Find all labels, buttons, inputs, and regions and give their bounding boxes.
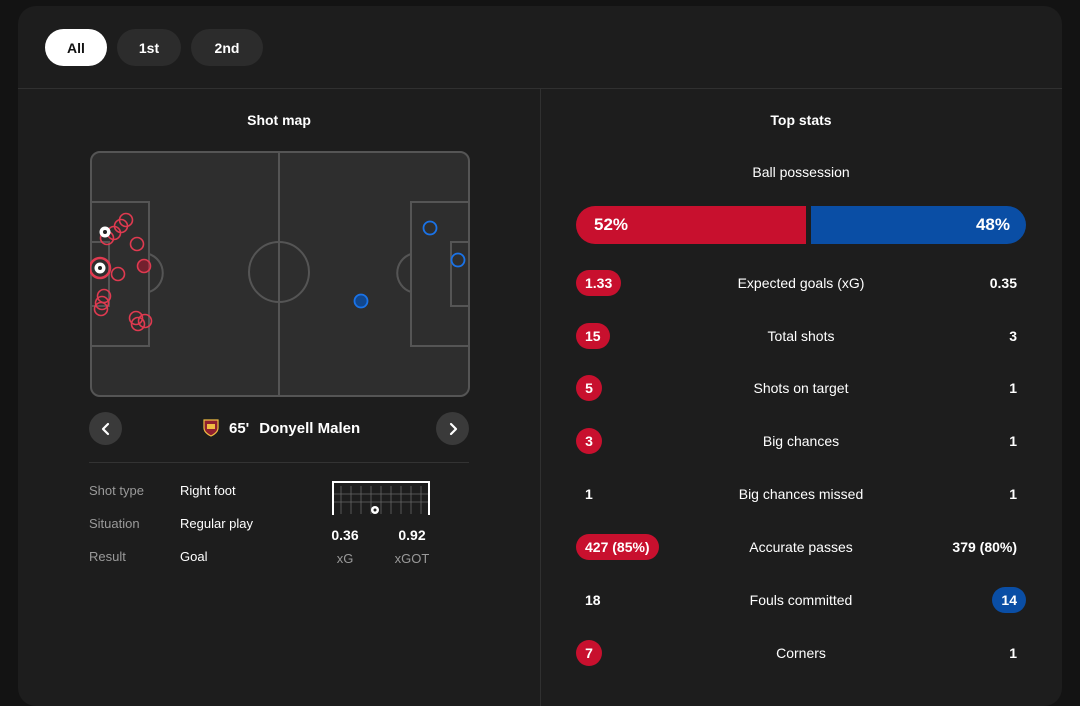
stat-label: Expected goals (xG) [737, 275, 865, 291]
stat-row-shots-on-target: 5 Shots on target 1 [540, 375, 1062, 405]
possession-home-value: 52% [594, 215, 629, 234]
match-stats-card: All 1st 2nd Shot map [18, 6, 1062, 706]
stat-away-value: 1 [1009, 380, 1017, 396]
shot-marker[interactable] [128, 310, 144, 326]
stat-label: Total shots [767, 328, 835, 344]
possession-home-bar: 52% [576, 206, 806, 244]
stat-away-value: 1 [1009, 645, 1017, 661]
goal-marker-selected[interactable] [90, 256, 112, 280]
possession-away-value: 48% [975, 215, 1010, 234]
stat-label: Fouls committed [749, 592, 853, 608]
stat-label: Shots on target [753, 380, 849, 396]
shot-marker[interactable] [110, 266, 126, 282]
shot-type-value: Right foot [180, 483, 236, 498]
stat-label: Big chances missed [738, 486, 864, 502]
stat-row-big-chances: 3 Big chances 1 [540, 428, 1062, 458]
stat-row-total-shots: 15 Total shots 3 [540, 323, 1062, 353]
shot-marker[interactable] [130, 316, 146, 332]
shot-marker[interactable] [422, 220, 438, 236]
situation-label: Situation [89, 516, 140, 531]
stat-home-value: 3 [576, 428, 602, 454]
top-stats-title: Top stats [770, 112, 832, 128]
stat-away-value: 379 (80%) [952, 539, 1017, 555]
stat-row-xg: 1.33 Expected goals (xG) 0.35 [540, 270, 1062, 300]
shot-type-label: Shot type [89, 483, 144, 498]
goal-frame-icon [332, 481, 430, 515]
shot-marker[interactable] [129, 236, 145, 252]
stat-label: Corners [776, 645, 826, 661]
shot-map-pitch [90, 151, 470, 397]
shot-marker[interactable] [93, 301, 109, 317]
stat-label: Big chances [762, 433, 840, 449]
away-shots [353, 220, 466, 309]
situation-value: Regular play [180, 516, 253, 531]
chevron-right-icon [449, 422, 457, 435]
stat-home-value: 1.33 [576, 270, 622, 296]
stat-away-value: 1 [1009, 486, 1017, 502]
stat-row-fouls: 18 Fouls committed 14 [540, 587, 1062, 617]
shot-detail-divider [89, 462, 469, 463]
stat-row-accurate-passes: 427 (85%) Accurate passes 379 (80%) [540, 534, 1062, 564]
stat-away-value: 3 [1009, 328, 1017, 344]
stat-away-value: 0.35 [989, 275, 1017, 291]
xg-value: 0.36 [331, 527, 359, 543]
shot-map-title: Shot map [247, 112, 311, 128]
xgot-value: 0.92 [398, 527, 426, 543]
column-divider [540, 88, 541, 706]
roma-crest-icon [203, 419, 219, 437]
stat-away-value: 14 [992, 587, 1026, 613]
selected-shot-player: 65' Donyell Malen [203, 419, 360, 437]
next-shot-button[interactable] [436, 412, 469, 445]
stat-home-value: 1 [585, 486, 593, 502]
goal-icon [94, 226, 111, 274]
possession-label: Ball possession [752, 164, 850, 180]
shot-player-name: Donyell Malen [259, 419, 361, 437]
stat-row-corners: 7 Corners 1 [540, 640, 1062, 670]
result-label: Result [89, 549, 126, 564]
stat-away-value: 1 [1009, 433, 1017, 449]
shot-minute: 65' [229, 419, 250, 437]
stat-home-value: 15 [576, 323, 610, 349]
shot-marker[interactable] [136, 258, 152, 274]
stat-home-value: 5 [576, 375, 602, 401]
period-tabs: All 1st 2nd [45, 29, 263, 66]
result-value: Goal [180, 549, 208, 564]
stat-home-value: 18 [585, 592, 601, 608]
shot-marker[interactable] [137, 313, 153, 329]
home-shots [90, 212, 153, 332]
previous-shot-button[interactable] [89, 412, 122, 445]
shot-marker[interactable] [450, 252, 466, 268]
xgot-label: xGOT [394, 551, 430, 566]
stat-label: Accurate passes [749, 539, 853, 555]
chevron-left-icon [101, 422, 109, 435]
stat-home-value: 7 [576, 640, 602, 666]
tab-second-half[interactable]: 2nd [191, 29, 263, 66]
stat-row-big-chances-missed: 1 Big chances missed 1 [540, 481, 1062, 511]
shot-marker[interactable] [94, 295, 110, 311]
possession-away-bar: 48% [811, 206, 1026, 244]
stat-home-value: 427 (85%) [576, 534, 659, 560]
tab-first-half[interactable]: 1st [117, 29, 181, 66]
shot-marker[interactable] [353, 293, 369, 309]
xg-label: xG [336, 551, 354, 566]
tab-all[interactable]: All [45, 29, 107, 66]
